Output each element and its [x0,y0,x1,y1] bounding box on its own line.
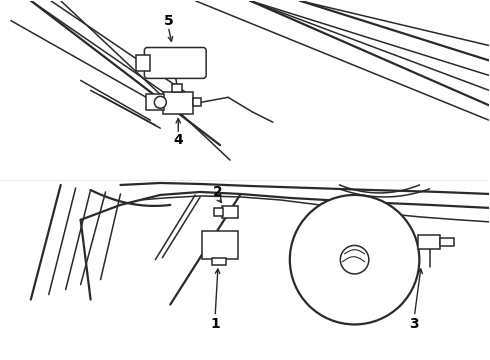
Circle shape [341,246,369,274]
Bar [440,238,454,246]
Text: 5: 5 [164,14,173,28]
Bar [202,231,238,259]
Text: 3: 3 [410,318,419,332]
Text: 1: 1 [210,318,220,332]
Bar [214,208,223,216]
Bar [147,94,164,110]
Circle shape [290,195,419,324]
Bar [222,206,238,218]
Text: 4: 4 [173,133,183,147]
Text: 2: 2 [213,185,223,199]
FancyBboxPatch shape [145,48,206,78]
Bar [193,98,201,106]
Circle shape [154,96,166,108]
Bar [212,258,226,265]
FancyBboxPatch shape [136,55,150,71]
Bar [418,235,440,249]
Bar [172,84,182,92]
Bar [163,92,193,114]
